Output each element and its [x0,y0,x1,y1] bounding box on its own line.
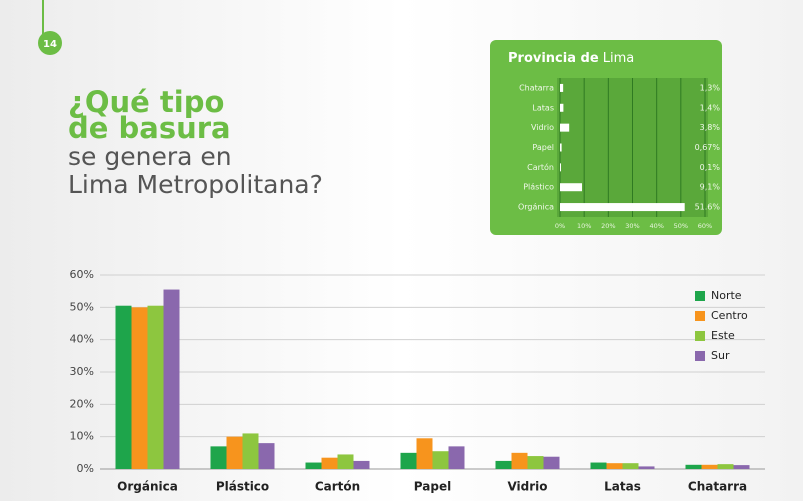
bar [432,451,449,469]
y-tick-label: 10% [70,430,94,443]
y-tick-label: Orgánica [518,203,554,212]
bar [147,305,164,469]
bar [258,443,275,469]
bar [416,438,433,469]
bar [606,463,623,469]
y-tick-label: Plástico [523,183,554,192]
y-tick-label: Cartón [527,162,554,172]
page-badge [38,31,62,55]
y-tick-label: Chatarra [519,83,554,92]
inset-title: Provincia de Lima [508,51,634,66]
y-tick-label: Latas [532,103,554,112]
bar [560,203,685,212]
bar [337,454,354,469]
bar [622,463,639,469]
bar [560,103,564,112]
page-number: 14 [43,39,57,50]
legend-swatch [695,311,705,321]
x-tick-label: Vidrio [507,480,547,494]
bar [560,83,564,92]
bar [717,464,734,469]
value-label: 3,8% [700,123,721,132]
legend-label: Centro [711,309,748,322]
legend-label: Este [711,329,735,342]
y-tick-label: 20% [70,397,94,410]
legend-swatch [695,331,705,341]
legend-label: Norte [711,289,742,302]
bar [163,289,180,469]
y-tick-label: 0% [77,462,94,475]
bar [685,464,702,469]
x-tick-label: 20% [601,222,615,230]
title-regular: se genera en [68,142,232,171]
bar [495,460,512,469]
value-label: 0,67% [695,143,721,152]
bar [131,307,148,469]
title-regular: Lima Metropolitana? [68,170,323,199]
value-label: 1,3% [700,83,721,92]
bar [638,466,655,469]
value-label: 0,1% [700,163,721,172]
x-tick-label: Plástico [216,480,269,494]
y-tick-label: Vidrio [531,123,554,132]
x-tick-label: 60% [698,222,712,230]
bar [210,446,227,469]
bar [527,456,544,469]
x-tick-label: 0% [555,222,565,230]
bar [560,163,561,172]
y-tick-label: 50% [70,300,94,313]
x-tick-label: Orgánica [117,480,178,494]
x-tick-label: Papel [414,480,451,494]
bar [321,457,338,469]
title-bold: de basura [68,111,231,145]
x-tick-label: 10% [577,222,591,230]
bar [242,433,259,469]
title-bold: ¿Qué tipo [68,85,224,119]
legend-label: Sur [711,349,730,362]
value-label: 1,4% [700,103,721,112]
y-tick-label: 40% [70,333,94,346]
x-tick-label: Chatarra [688,480,747,494]
inset-title-bold: Provincia de [508,51,599,66]
bar [511,452,528,469]
bar [560,123,570,132]
bar [560,183,582,192]
bar [733,465,750,469]
bar [448,446,465,469]
x-tick-label: 50% [674,222,688,230]
bar [115,305,132,469]
legend-swatch [695,291,705,301]
x-tick-label: 30% [625,222,639,230]
value-label: 9,1% [700,183,721,192]
bar [353,460,370,469]
y-tick-label: Papel [532,143,554,152]
bar [560,143,562,152]
value-label: 51.6% [695,203,721,212]
x-tick-label: Cartón [315,480,360,494]
bar [543,456,560,469]
inset-title-regular: Lima [603,51,634,66]
legend-swatch [695,351,705,361]
bar [701,464,718,469]
bar [226,436,243,469]
bar [590,462,607,469]
y-tick-label: 30% [70,365,94,378]
y-tick-label: 60% [70,268,94,281]
bar [400,452,417,469]
bar [305,462,322,469]
x-tick-label: 40% [649,222,663,230]
x-tick-label: Latas [604,480,641,494]
